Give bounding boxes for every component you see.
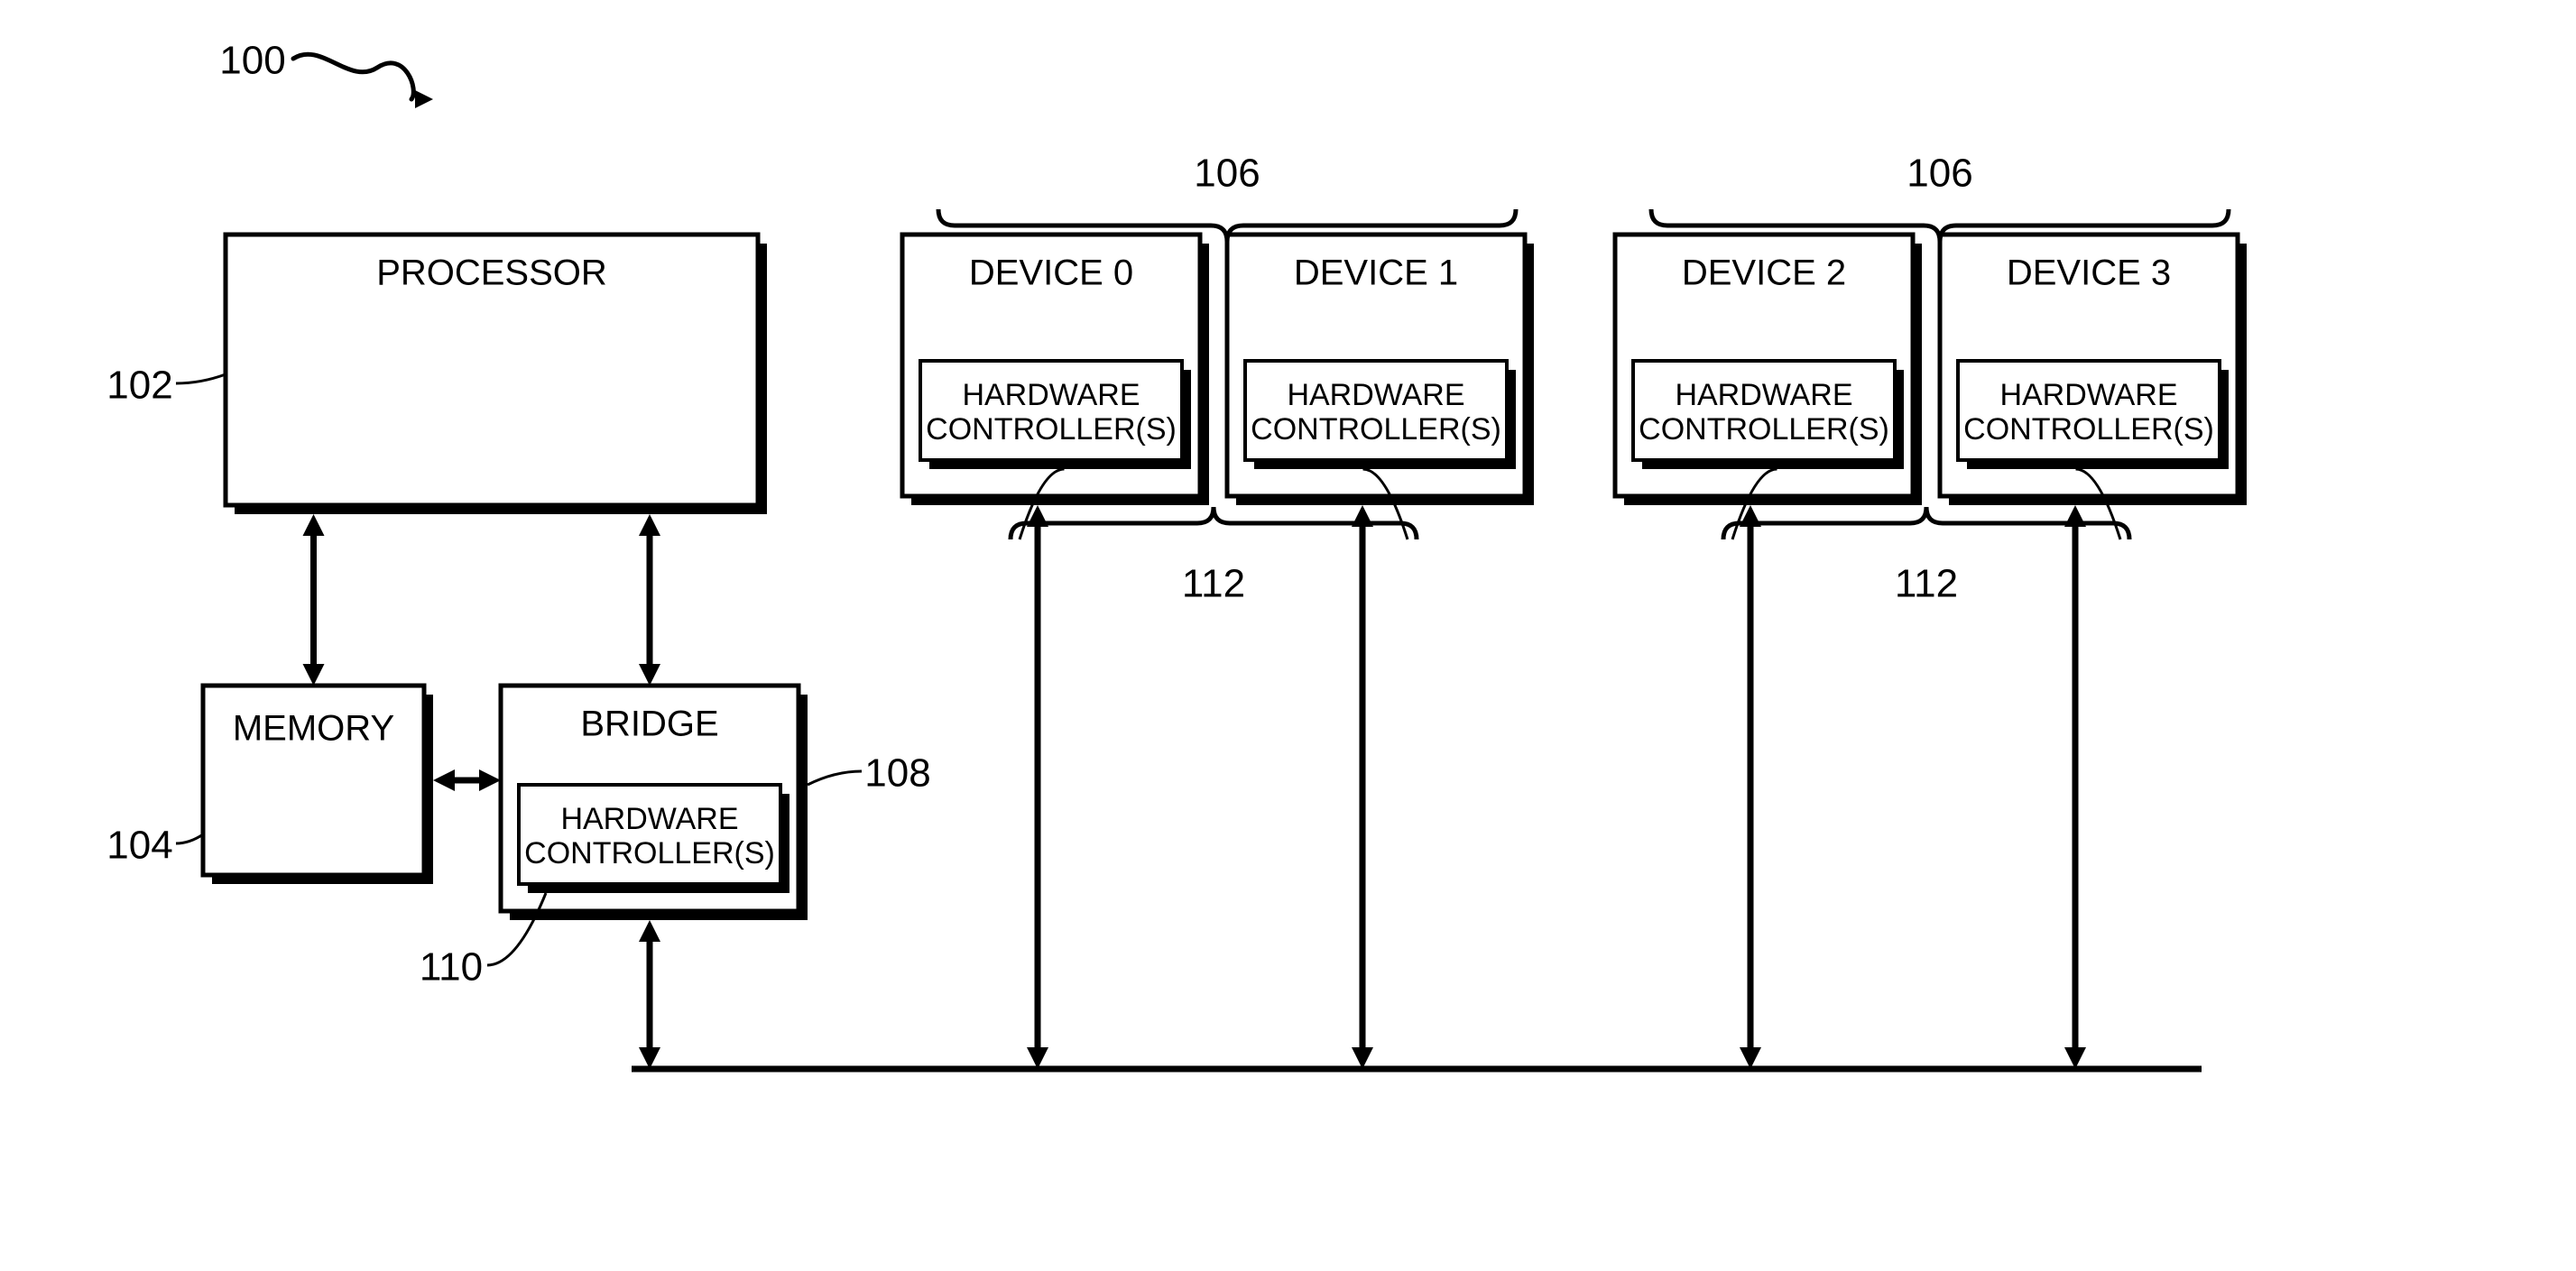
svg-text:CONTROLLER(S): CONTROLLER(S) [1639, 412, 1889, 447]
svg-text:HARDWARE: HARDWARE [1675, 378, 1852, 412]
svg-text:DEVICE 3: DEVICE 3 [2007, 253, 2171, 293]
svg-text:CONTROLLER(S): CONTROLLER(S) [1251, 412, 1501, 447]
svg-text:CONTROLLER(S): CONTROLLER(S) [1963, 412, 2214, 447]
svg-text:102: 102 [106, 364, 172, 408]
svg-text:106: 106 [1907, 152, 1972, 196]
svg-text:HARDWARE: HARDWARE [560, 802, 738, 836]
svg-text:110: 110 [420, 945, 483, 990]
svg-text:106: 106 [1194, 152, 1260, 196]
svg-text:DEVICE 0: DEVICE 0 [969, 253, 1133, 293]
svg-text:HARDWARE: HARDWARE [1999, 378, 2177, 412]
svg-text:104: 104 [106, 824, 172, 868]
svg-text:BRIDGE: BRIDGE [580, 705, 718, 744]
svg-text:DEVICE 2: DEVICE 2 [1682, 253, 1846, 293]
svg-text:112: 112 [1895, 562, 1958, 606]
svg-text:PROCESSOR: PROCESSOR [376, 253, 607, 293]
svg-text:108: 108 [864, 751, 930, 796]
svg-text:112: 112 [1182, 562, 1245, 606]
svg-text:CONTROLLER(S): CONTROLLER(S) [524, 836, 775, 870]
svg-text:HARDWARE: HARDWARE [1287, 378, 1464, 412]
svg-text:HARDWARE: HARDWARE [962, 378, 1140, 412]
svg-text:DEVICE 1: DEVICE 1 [1294, 253, 1458, 293]
svg-text:100: 100 [219, 39, 285, 83]
svg-text:MEMORY: MEMORY [233, 709, 394, 749]
svg-text:CONTROLLER(S): CONTROLLER(S) [926, 412, 1177, 447]
